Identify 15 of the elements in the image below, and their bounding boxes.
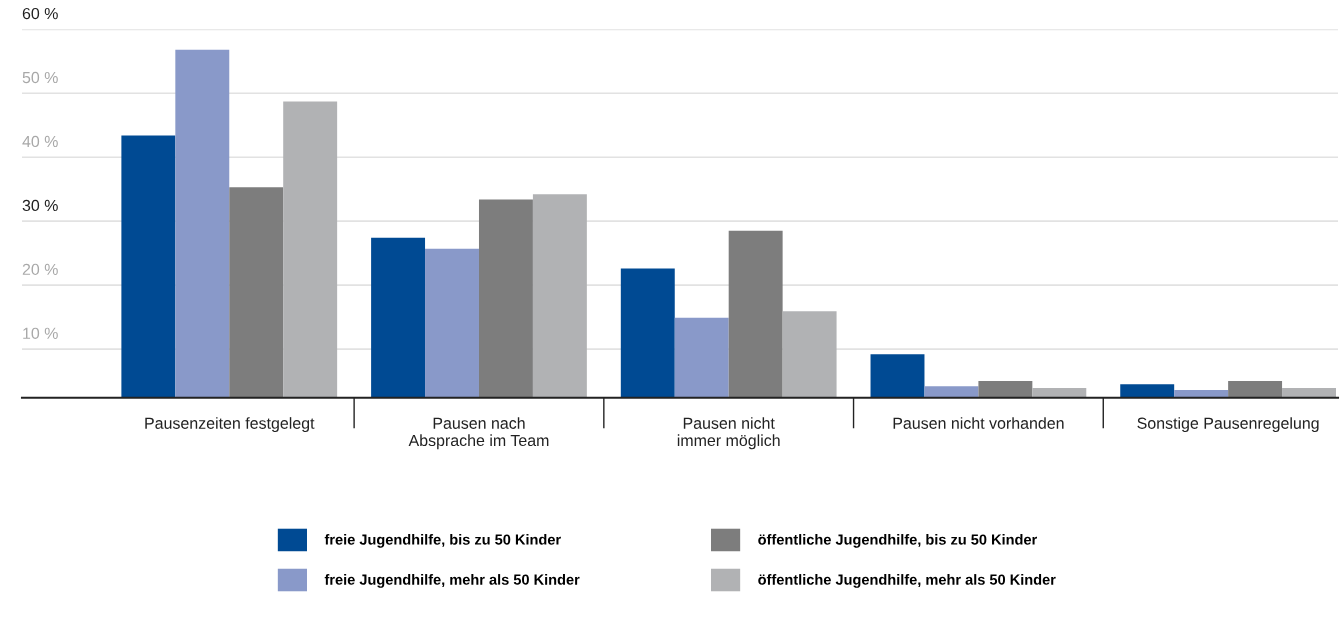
x-tick-label: Pausen nicht vorhanden — [893, 417, 1064, 429]
y-tick-label: 50 % — [22, 71, 58, 84]
x-tick-label: Pausen nicht immer möglich — [677, 417, 780, 450]
y-tick-label: 20 % — [22, 263, 58, 276]
x-tick-label: Pausen nach Absprache im Team — [408, 417, 549, 450]
y-tick-label: 60 % — [22, 7, 58, 20]
y-tick-label: 40 % — [22, 135, 58, 148]
y-tick-label: 10 % — [23, 327, 58, 339]
y-tick-label: 30 % — [22, 199, 58, 212]
legend-label: öffentliche Jugendhilfe, bis zu 50 Kinder — [758, 534, 1037, 548]
x-tick-label: Pausenzeiten festgelegt — [145, 417, 315, 433]
legend-label: freie Jugendhilfe, bis zu 50 Kinder — [324, 534, 561, 548]
x-tick-label: Sonstige Pausenregelung — [1137, 417, 1319, 433]
legend-label: freie Jugendhilfe, mehr als 50 Kinder — [324, 574, 580, 588]
legend-label: öffentliche Jugendhilfe, mehr als 50 Kinder — [758, 574, 1056, 588]
